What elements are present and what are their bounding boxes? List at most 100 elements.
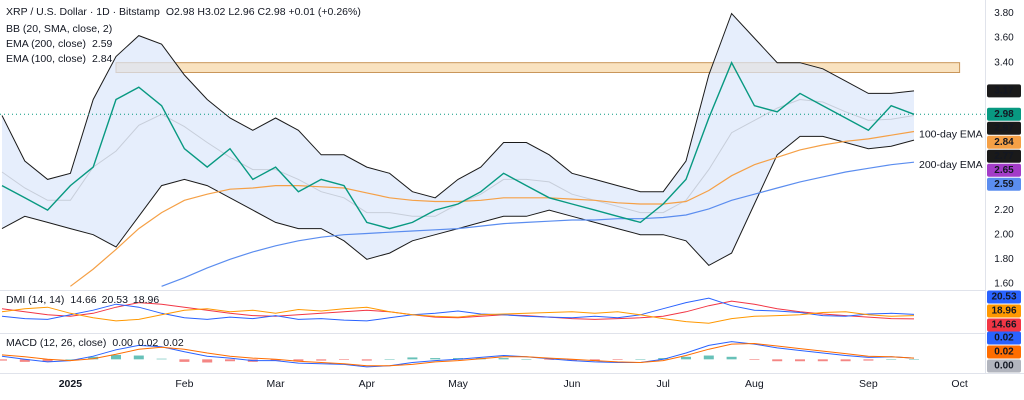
- value-tag: [987, 149, 1021, 163]
- histogram-bar: [339, 359, 349, 360]
- histogram-bar: [316, 359, 327, 361]
- histogram-bar: [635, 359, 646, 360]
- ema-annotation: 100-day EMA: [919, 128, 983, 140]
- value-tag-label: 0.02: [994, 347, 1014, 358]
- value-tag: [987, 290, 1021, 304]
- histogram-bar: [88, 356, 99, 360]
- x-tick-label: 2025: [59, 378, 83, 390]
- legend-value: O2.98 H3.02 L2.96 C2.98 +0.01 (+0.26%): [166, 6, 361, 18]
- x-tick-label: Aug: [745, 378, 764, 390]
- legend-value: 20.53: [102, 294, 128, 306]
- value-tag-label: 18.96: [991, 306, 1016, 317]
- value-tag: [987, 84, 1021, 98]
- histogram-bar: [772, 359, 783, 362]
- histogram-bar: [726, 356, 737, 360]
- legend-value: 2.59: [92, 38, 113, 50]
- histogram-bar: [179, 359, 190, 362]
- legend-value: 18.96: [133, 294, 159, 306]
- value-tag: [987, 318, 1021, 332]
- x-tick-label: Feb: [175, 378, 193, 390]
- y-tick-label: 2.20: [994, 205, 1014, 216]
- macd-line: [1, 342, 915, 367]
- histogram-bar: [817, 359, 828, 362]
- band-fill: [2, 13, 914, 266]
- histogram-bar: [863, 359, 874, 361]
- legend-label: EMA (200, close): [6, 38, 86, 50]
- histogram-bar: [681, 356, 691, 360]
- histogram-bar: [886, 359, 897, 360]
- value-tag-label: 0.02: [994, 333, 1014, 344]
- histogram-bar: [42, 359, 53, 362]
- y-tick-label: 1.60: [994, 278, 1014, 289]
- histogram-bar: [270, 359, 281, 361]
- legend-value: 0.02: [163, 337, 184, 349]
- histogram-bar: [521, 359, 532, 360]
- histogram-bar: [567, 359, 577, 361]
- histogram-bar: [612, 359, 623, 360]
- histogram-bar: [749, 359, 760, 360]
- legend-label: DMI (14, 14): [6, 294, 64, 306]
- legend-value: 2.84: [92, 53, 113, 65]
- histogram-bar: [840, 359, 851, 362]
- x-tick-label: Apr: [359, 378, 376, 390]
- histogram-bar: [589, 359, 600, 361]
- histogram-bar: [0, 359, 7, 361]
- y-tick-label: 2.00: [994, 229, 1014, 240]
- legend-value: 0.00: [112, 337, 133, 349]
- value-tag-label: 20.53: [991, 292, 1016, 303]
- value-tag-label: 2.59: [994, 179, 1014, 190]
- histogram-bar: [156, 358, 167, 360]
- y-tick-label: 3.60: [994, 33, 1014, 44]
- histogram-bar: [384, 359, 395, 360]
- price-line: [1, 61, 915, 230]
- legend-label: MACD (12, 26, close): [6, 337, 106, 349]
- legend-value: 14.66: [70, 294, 96, 306]
- histogram-bar: [430, 358, 441, 360]
- bb-upper: [1, 12, 915, 199]
- y-tick-label: 1.80: [994, 254, 1014, 265]
- value-tag: [987, 345, 1021, 359]
- x-tick-label: Sep: [859, 378, 878, 390]
- histogram-bar: [453, 358, 463, 360]
- dmi-line: [1, 306, 915, 324]
- value-tag-label: 14.66: [991, 320, 1016, 331]
- histogram-bar: [111, 354, 121, 360]
- value-tag: [987, 135, 1021, 149]
- histogram-bar: [65, 359, 76, 360]
- value-tag: [987, 121, 1021, 135]
- value-tag-label: 2.84: [994, 137, 1014, 148]
- main-pane: [0, 12, 985, 287]
- legend-label: EMA (100, close): [6, 53, 86, 65]
- value-tag: [987, 304, 1021, 318]
- dmi-line: [1, 297, 915, 322]
- y-tick-label: 3.80: [994, 8, 1014, 19]
- x-tick-label: Oct: [951, 378, 967, 390]
- value-tag: [987, 331, 1021, 345]
- ema-line: [70, 130, 915, 287]
- value-tag-label: 2.98: [994, 109, 1014, 120]
- legend-value: 0.02: [138, 337, 159, 349]
- value-tag-label: 3.17: [994, 86, 1014, 97]
- value-tag-label: 2.65: [994, 165, 1014, 176]
- ema-annotation: 200-day EMA: [919, 159, 983, 171]
- value-tag: [987, 177, 1021, 191]
- price-axis: 3.80 3.60 3.40 2.20 2.00 1.80 1.60 3.17 2.98 2.97…: [987, 8, 1021, 373]
- histogram-bar: [498, 358, 509, 360]
- x-tick-label: Jun: [564, 378, 581, 390]
- histogram-bar: [658, 358, 669, 360]
- value-tag: [987, 107, 1021, 121]
- ema-line: [161, 161, 915, 287]
- histogram-bar: [293, 359, 304, 362]
- dmi-line: [1, 300, 915, 320]
- resistance-zone: [115, 62, 961, 73]
- value-tag: [987, 359, 1021, 373]
- legend-label: XRP / U.S. Dollar · 1D · Bitstamp: [6, 6, 160, 18]
- value-tag: [987, 163, 1021, 177]
- x-tick-label: Jul: [656, 378, 669, 390]
- x-tick-label: May: [448, 378, 469, 390]
- histogram-bar: [225, 359, 235, 362]
- value-tag-label: 2.97: [994, 123, 1014, 134]
- y-tick-label: 3.40: [994, 57, 1014, 68]
- histogram-bar: [361, 359, 372, 361]
